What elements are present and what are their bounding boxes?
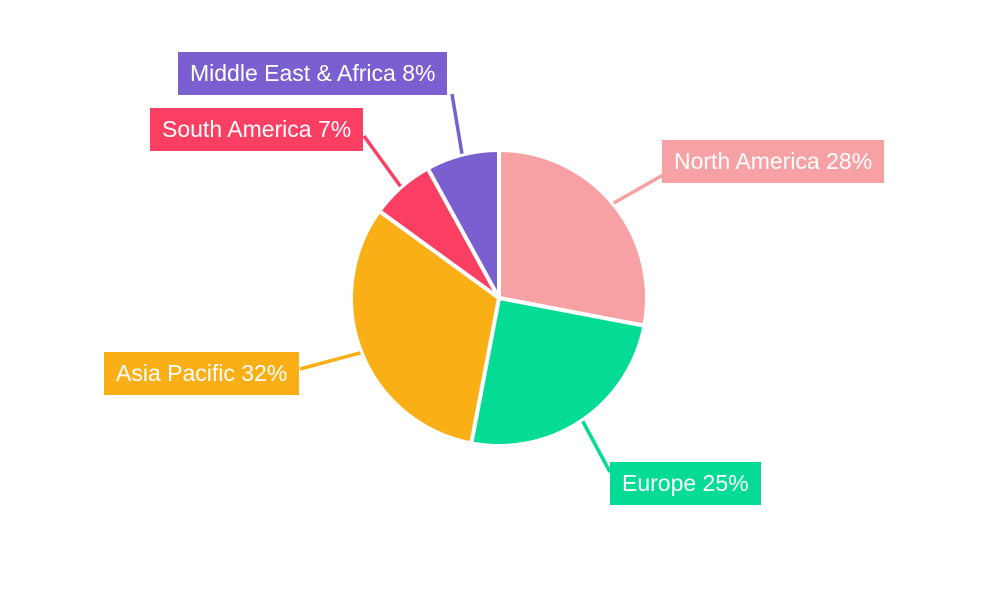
leader-line-middle-east-africa	[450, 93, 464, 154]
pie-slice-north-america[interactable]	[497, 148, 649, 328]
pie-slice-europe[interactable]	[469, 296, 647, 448]
label-middle-east-africa: Middle East & Africa 8%	[178, 52, 448, 95]
pie-slice-asia-pacific[interactable]	[349, 209, 501, 446]
leader-line-asia-pacific	[299, 351, 361, 371]
label-europe: Europe 25%	[610, 462, 761, 505]
pie-slice-middle-east-africa[interactable]	[425, 148, 501, 300]
label-south-america: South America 7%	[150, 108, 364, 151]
leader-line-north-america	[612, 173, 664, 205]
leader-line-europe	[581, 420, 612, 473]
label-north-america: North America 28%	[662, 140, 885, 183]
leader-line-south-america	[362, 134, 402, 188]
label-asia-pacific: Asia Pacific 32%	[104, 352, 300, 395]
